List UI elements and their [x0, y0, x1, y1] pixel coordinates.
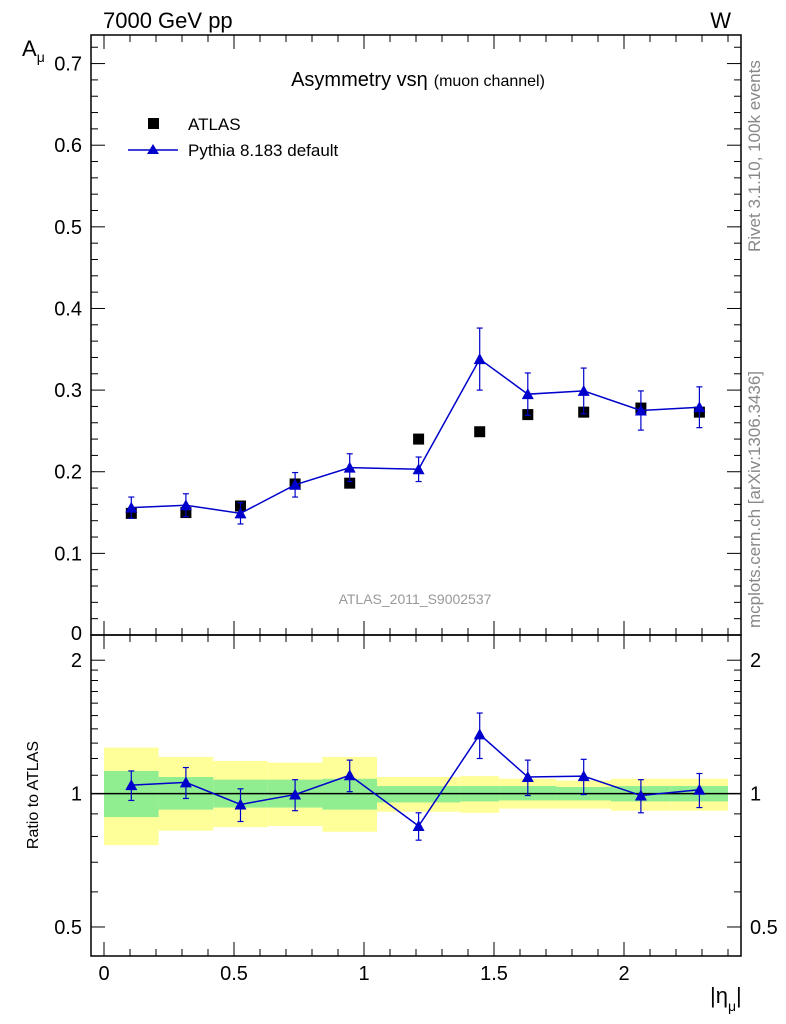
- legend-mc-marker: [147, 144, 159, 154]
- ratio-point: [234, 798, 247, 810]
- header-right: W: [710, 8, 731, 33]
- ratio-point: [634, 789, 647, 801]
- pythia-point: [234, 507, 247, 519]
- y-tick-label: 0.6: [54, 135, 82, 157]
- y-tick-label: 0.3: [54, 380, 82, 402]
- legend: ATLAS Pythia 8.183 default: [128, 115, 339, 160]
- pythia-point: [577, 384, 590, 396]
- axis-ticks: 0 0.5 1 1.5 2 0.1 0.2 0.3 0.4 0.5 0.6 0.7 0 0.5 0.5 1 1 2…: [54, 35, 778, 985]
- atlas-point: [413, 433, 425, 445]
- x-tick-label: 0.5: [220, 963, 248, 985]
- ratio-y-tick-label-right: 0.5: [750, 917, 778, 939]
- ratio-y-axis-label: Ratio to ATLAS: [25, 741, 42, 849]
- x-tick-label: 1.5: [480, 963, 508, 985]
- analysis-watermark: ATLAS_2011_S9002537: [339, 591, 492, 607]
- title-symbol: η: [417, 69, 428, 91]
- title-main: Asymmetry vs: [291, 69, 417, 91]
- ratio-y-tick-label: 0.5: [54, 917, 82, 939]
- legend-mc-label: Pythia 8.183 default: [188, 141, 339, 160]
- legend-data-label: ATLAS: [188, 115, 241, 134]
- y-tick-label: 0.4: [54, 298, 82, 320]
- x-axis-label: |ημ|: [710, 983, 742, 1014]
- y-tick-label-zero: 0: [71, 623, 82, 645]
- y-tick-label: 0.7: [54, 54, 82, 76]
- ratio-point: [289, 788, 302, 800]
- y-tick-label: 0.1: [54, 543, 82, 565]
- ratio-point: [521, 771, 534, 783]
- ratio-point: [343, 769, 356, 781]
- chart-title: Asymmetry vsη (muon channel): [291, 69, 545, 91]
- x-tick-label: 0: [98, 963, 109, 985]
- pythia-point: [343, 461, 356, 473]
- data-marks: [125, 327, 706, 841]
- legend-data-marker: [148, 118, 159, 129]
- ratio-y-tick-label: 1: [71, 784, 82, 806]
- pythia-point: [634, 404, 647, 416]
- ratio-y-tick-label: 2: [71, 650, 82, 672]
- rivet-info: Rivet 3.1.10, 100k events: [745, 60, 764, 252]
- atlas-point: [474, 426, 486, 438]
- y-tick-label: 0.5: [54, 217, 82, 239]
- pythia-point: [289, 478, 302, 490]
- ratio-point: [179, 776, 192, 788]
- pythia-point: [125, 501, 138, 513]
- ratio-y-tick-label-right: 2: [750, 650, 761, 672]
- pythia-point: [412, 463, 425, 475]
- atlas-point: [344, 477, 356, 489]
- x-tick-label: 1: [358, 963, 369, 985]
- pythia-point: [473, 353, 486, 365]
- x-tick-label: 2: [618, 963, 629, 985]
- ratio-point: [125, 779, 138, 791]
- header-left: 7000 GeV pp: [103, 8, 233, 33]
- pythia-point: [693, 401, 706, 413]
- ratio-point: [577, 770, 590, 782]
- pythia-point: [521, 388, 534, 400]
- ratio-point: [412, 820, 425, 832]
- ratio-point: [693, 783, 706, 795]
- ratio-point: [473, 728, 486, 740]
- pythia-point: [179, 499, 192, 511]
- y-tick-label: 0.2: [54, 462, 82, 484]
- y-axis-label: Aμ: [22, 36, 45, 65]
- mcplots-credit: mcplots.cern.ch [arXiv:1306.3436]: [745, 371, 764, 628]
- ratio-y-tick-label-right: 1: [750, 784, 761, 806]
- title-sub: (muon channel): [434, 73, 545, 90]
